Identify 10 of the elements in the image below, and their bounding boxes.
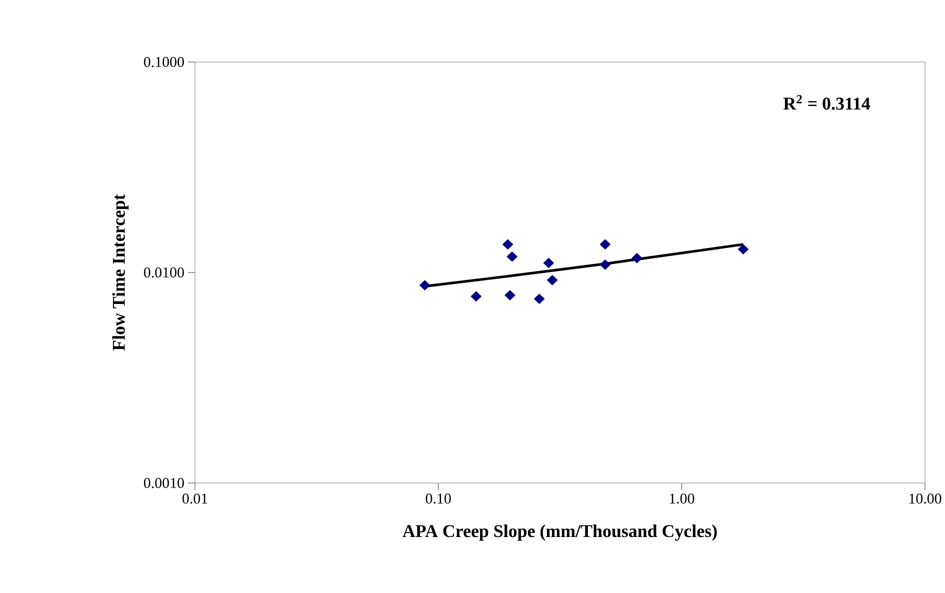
y-tick-label: 0.0010 bbox=[144, 478, 184, 488]
x-tick-label: 10.00 bbox=[910, 494, 942, 504]
y-tick-label: 0.1000 bbox=[144, 56, 184, 68]
y-tick-label: 0.0100 bbox=[144, 267, 184, 278]
x-tick-label: 0.10 bbox=[426, 494, 451, 504]
y-axis-title: Flow Time Intercept bbox=[112, 194, 129, 351]
annotation: R$^{2}$ = 0.3114 bbox=[783, 94, 870, 110]
x-tick-label: 1.00 bbox=[670, 494, 694, 504]
x-tick-label: 0.01 bbox=[182, 494, 208, 504]
x-axis-title: APA Creep Slope (mm/Thousand Cycles) bbox=[402, 524, 717, 541]
